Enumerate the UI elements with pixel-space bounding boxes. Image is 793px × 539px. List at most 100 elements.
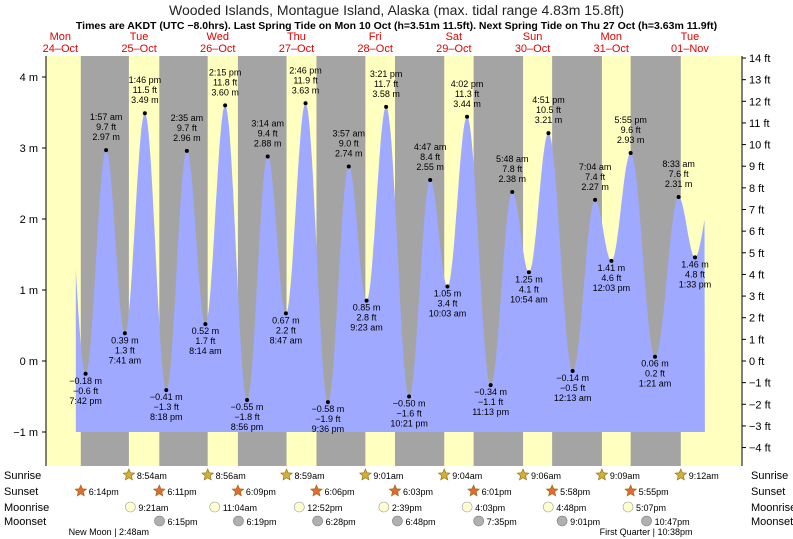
moonset-time: 6:19pm — [246, 517, 276, 527]
tide-label: 2.2 ft — [276, 325, 297, 335]
tide-label: 7.8 ft — [502, 164, 523, 174]
tide-label: 2.93 m — [617, 135, 645, 145]
tide-label: 0.2 ft — [645, 369, 666, 379]
right-tick-label: 8 ft — [749, 183, 764, 195]
moonrise-icon — [378, 501, 390, 513]
sunset-icon — [74, 484, 88, 497]
tide-point — [445, 284, 450, 289]
row-label-left: Sunrise — [4, 470, 41, 482]
sunrise-time: 9:01am — [373, 471, 403, 481]
tide-label: 10.5 ft — [536, 105, 562, 115]
tide-label: 2.38 m — [498, 174, 526, 184]
tide-point — [203, 322, 208, 327]
sunrise-icon — [437, 468, 451, 481]
right-tick-label: 10 ft — [749, 140, 770, 152]
tide-area-path — [75, 103, 705, 433]
right-tick-label: 7 ft — [749, 205, 764, 217]
tide-label: −0.50 m — [393, 399, 426, 409]
tide-point — [142, 111, 147, 116]
tide-label: 1.41 m — [598, 263, 626, 273]
sunrise-icon — [122, 468, 136, 481]
tide-label: 3.58 m — [372, 89, 400, 99]
sunset-icon — [467, 484, 481, 497]
sunset-icon — [545, 484, 559, 497]
tide-point — [628, 150, 633, 155]
right-tick-label: 11 ft — [749, 118, 770, 130]
tide-label: 8.4 ft — [420, 152, 441, 162]
right-tick-label: −1 ft — [749, 378, 771, 390]
right-tick-label: 14 ft — [749, 53, 770, 65]
tide-label: 1:57 am — [90, 112, 123, 122]
tide-label: 1.3 ft — [115, 345, 136, 355]
tide-point — [346, 164, 351, 169]
tide-point — [428, 177, 433, 182]
tide-label: 9.7 ft — [177, 123, 198, 133]
tide-label: 8:47 am — [270, 335, 303, 345]
tide-label: 11.7 ft — [374, 79, 399, 89]
tide-point — [223, 103, 228, 108]
tide-label: 12:13 am — [554, 393, 592, 403]
right-tick-label: −2 ft — [749, 399, 771, 411]
row-label-right: Sunrise — [751, 470, 788, 482]
right-tick-label: 1 ft — [749, 334, 764, 346]
moonset-time: 10:47pm — [655, 517, 690, 527]
tide-label: 2.74 m — [335, 148, 363, 158]
day-label-dow: Mon — [601, 31, 622, 43]
tide-label: 2.88 m — [254, 139, 282, 149]
tide-label: 4:02 pm — [451, 79, 484, 89]
moonset-time: 6:48pm — [405, 517, 435, 527]
right-tick-label: 3 ft — [749, 291, 764, 303]
tide-point — [184, 148, 189, 153]
row-label-right: Moonset — [751, 516, 793, 528]
tide-point — [364, 298, 369, 303]
tide-point — [676, 194, 681, 199]
tide-label: 3.60 m — [211, 87, 239, 97]
sunrise-icon — [201, 468, 215, 481]
tide-label: −1.6 ft — [396, 409, 422, 419]
row-label-left: Moonset — [4, 516, 46, 528]
left-tick-label: 0 m — [20, 356, 38, 368]
tide-label: 11:13 pm — [472, 407, 509, 417]
day-label-date: 28–Oct — [357, 43, 392, 55]
left-tick-label: 3 m — [20, 143, 38, 155]
tide-label: 1:46 pm — [129, 75, 162, 85]
tide-label: 9:23 am — [350, 323, 383, 333]
sunrise-time: 8:59am — [295, 471, 325, 481]
tide-point — [465, 114, 470, 119]
tide-point — [570, 368, 575, 373]
sunrise-icon — [595, 468, 609, 481]
tide-label: 0.85 m — [353, 303, 381, 313]
tide-label: 2.31 m — [665, 179, 693, 189]
tide-label: 7:41 am — [109, 355, 142, 365]
tide-label: 2:46 pm — [289, 65, 322, 75]
sunrise-time: 9:12am — [689, 471, 719, 481]
moon-phase-label: First Quarter | 10:38pm — [600, 527, 693, 537]
sunrise-icon — [280, 468, 294, 481]
tide-label: −0.6 ft — [73, 386, 99, 396]
sunset-icon — [624, 484, 638, 497]
moonrise-icon — [125, 501, 136, 513]
day-label-date: 29–Oct — [436, 43, 471, 55]
tide-point — [245, 398, 250, 403]
right-tick-label: 5 ft — [749, 248, 764, 260]
moonset-time: 7:35pm — [487, 517, 517, 527]
tide-label: 4.1 ft — [519, 284, 540, 294]
row-label-right: Moonrise — [751, 502, 793, 514]
tide-label: 10:03 am — [429, 308, 467, 318]
tide-label: 12:03 pm — [593, 283, 631, 293]
tide-point — [693, 255, 698, 260]
tide-point — [546, 131, 551, 136]
day-label-date: 01–Nov — [671, 43, 709, 55]
tide-label: 9.6 ft — [621, 125, 642, 135]
tide-label: 8:18 pm — [150, 412, 183, 422]
day-labels: Mon24–OctTue25–OctWed26–OctThu27–OctFri2… — [43, 31, 710, 55]
tide-area — [75, 103, 705, 433]
day-label-dow: Mon — [50, 31, 71, 43]
sunset-time: 5:55pm — [639, 487, 669, 497]
moonrise-icon — [461, 501, 473, 513]
moonset-icon — [392, 515, 403, 527]
tide-label: 3.4 ft — [437, 298, 458, 308]
right-tick-label: 4 ft — [749, 269, 764, 281]
sunset-time: 6:11pm — [167, 487, 196, 497]
